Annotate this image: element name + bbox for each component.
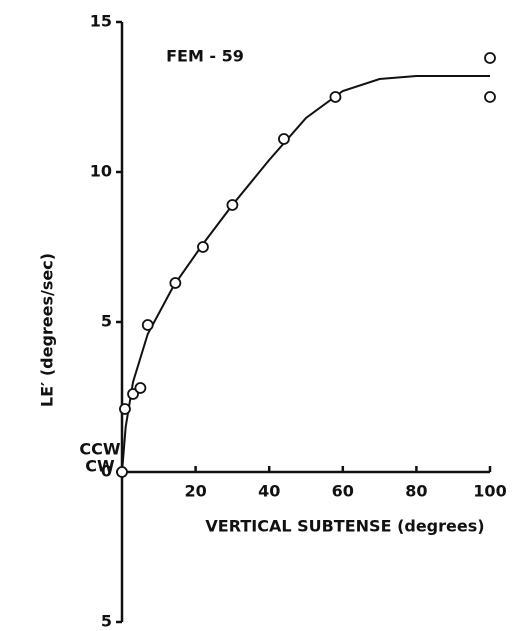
data-point [127, 388, 139, 400]
data-point [197, 241, 209, 253]
y-axis-label: LE′ (degrees/sec) [38, 253, 57, 407]
y-tick-label: 10 [90, 162, 112, 181]
x-tick-label: 100 [473, 482, 506, 501]
data-point [141, 319, 154, 331]
x-tick-label: 20 [184, 482, 206, 501]
data-point [116, 466, 128, 478]
data-point [278, 133, 290, 145]
x-axis-label: VERTICAL SUBTENSE (degrees) [205, 517, 484, 536]
x-tick-label: 80 [405, 482, 427, 501]
y-tick-label: 0 [101, 462, 112, 481]
data-point [226, 199, 239, 211]
y-tick-label: 5 [101, 312, 112, 331]
x-tick-label: 40 [258, 482, 280, 501]
y-tick-label: 15 [90, 12, 112, 31]
x-tick-label: 60 [332, 482, 354, 501]
y-tick-label: 5 [101, 612, 112, 631]
data-point [119, 403, 131, 415]
data-point [484, 91, 496, 103]
chart-title: FEM - 59 [166, 47, 244, 66]
data-point [329, 91, 342, 103]
fit-curve [121, 75, 490, 473]
annotation: CCW [79, 440, 120, 459]
data-point [134, 382, 147, 394]
annotation: CW [85, 457, 115, 476]
data-point [169, 277, 182, 289]
data-point [484, 52, 496, 64]
